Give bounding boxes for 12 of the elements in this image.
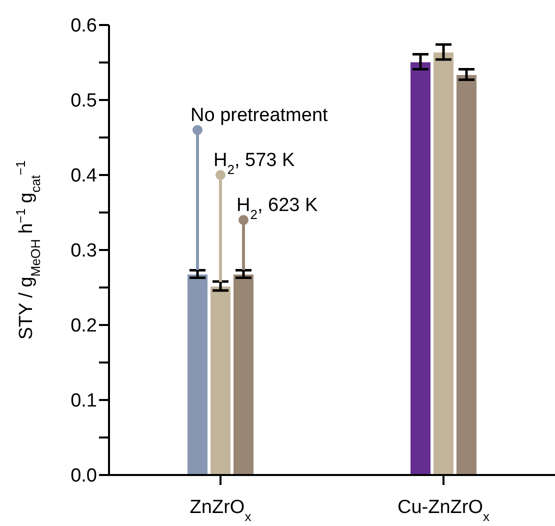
y-tick-label: 0.6	[70, 16, 97, 37]
x-tick-label: Cu-ZnZrO$_{x}$	[398, 497, 490, 524]
y-tick-label: 0.0	[70, 466, 97, 487]
y-tick-label: 0.2	[70, 316, 97, 337]
x-tick-label: ZnZrO$_{x}$	[190, 497, 252, 524]
y-tick-label: 0.5	[70, 90, 97, 112]
series-label: H$_{2}$, 573 K	[214, 150, 296, 176]
series-label: H$_{2}$, 623 K	[236, 195, 318, 222]
y-tick-label: 0.1	[70, 390, 97, 412]
y-tick-label: 0.4	[70, 166, 98, 187]
series-label: No pretreatment	[190, 105, 329, 126]
y-tick-label: 0.3	[70, 240, 97, 262]
